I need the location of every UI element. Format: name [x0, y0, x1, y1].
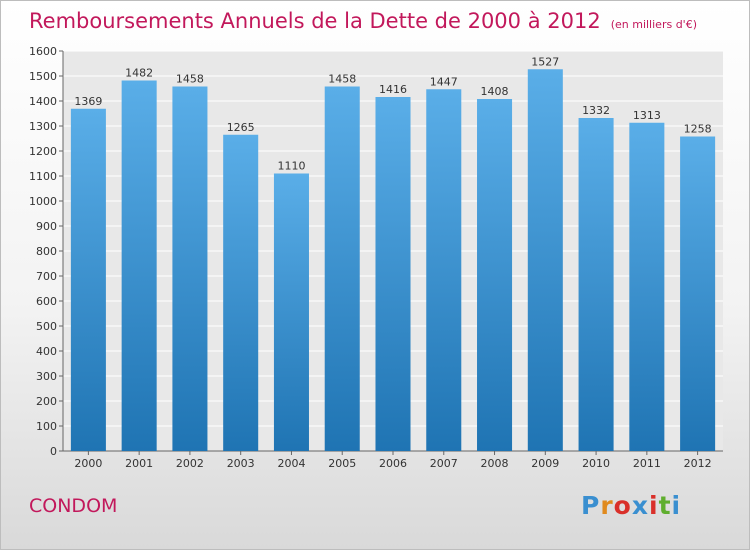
chart-title: Remboursements Annuels de la Dette de 20… — [29, 9, 697, 33]
x-tick-label-2005: 2005 — [328, 457, 356, 470]
data-label-2000: 1369 — [74, 95, 102, 108]
x-tick-label-2000: 2000 — [74, 457, 102, 470]
bar-2008 — [477, 99, 513, 451]
y-tick-label: 600 — [36, 295, 57, 308]
logo-letter: P — [581, 491, 601, 520]
chart-title-text: Remboursements Annuels de la Dette de 20… — [29, 9, 601, 33]
data-label-2012: 1258 — [684, 123, 712, 136]
data-label-2007: 1447 — [430, 75, 458, 88]
x-tick-label-2009: 2009 — [531, 457, 559, 470]
bar-2000 — [70, 108, 106, 451]
data-label-2010: 1332 — [582, 104, 610, 117]
x-tick-label-2006: 2006 — [379, 457, 407, 470]
y-tick-label: 800 — [36, 245, 57, 258]
x-tick-label-2001: 2001 — [125, 457, 153, 470]
data-label-2005: 1458 — [328, 73, 356, 86]
x-tick-label-2007: 2007 — [430, 457, 458, 470]
x-tick-label-2004: 2004 — [277, 457, 305, 470]
bar-2010 — [578, 118, 614, 451]
logo-letter: o — [613, 491, 632, 520]
bar-2007 — [426, 89, 462, 451]
bar-2005 — [324, 86, 360, 451]
x-tick-label-2002: 2002 — [176, 457, 204, 470]
y-tick-label: 900 — [36, 220, 57, 233]
bar-2001 — [121, 80, 157, 451]
data-labels: 1369 1482 1458 1265 1110 1458 1416 1447 1408 1527… — [74, 55, 711, 172]
y-tick-label: 100 — [36, 420, 57, 433]
proxiti-logo: Proxiti — [581, 491, 681, 520]
chart-unit: (en milliers d'€) — [610, 18, 697, 31]
data-label-2004: 1110 — [277, 160, 305, 173]
x-tick-label-2003: 2003 — [227, 457, 255, 470]
data-label-2009: 1527 — [531, 55, 559, 68]
axes: 0 100 200 300 400 500 600 700 800 900 1000 1100 1200… — [29, 45, 723, 470]
y-tick-label: 1200 — [29, 145, 57, 158]
data-label-2002: 1458 — [176, 73, 204, 86]
logo-letter: r — [600, 491, 614, 520]
bars — [70, 69, 716, 451]
x-tick-label-2010: 2010 — [582, 457, 610, 470]
logo-letter: x — [631, 491, 649, 520]
y-tick-label: 200 — [36, 395, 57, 408]
logo-letter: i — [649, 491, 659, 520]
y-tick-label: 500 — [36, 320, 57, 333]
bar-2012 — [680, 136, 716, 451]
bar-2004 — [273, 173, 309, 451]
y-tick-label: 1500 — [29, 70, 57, 83]
y-tick-label: 400 — [36, 345, 57, 358]
y-tick-label: 0 — [50, 445, 57, 458]
data-label-2001: 1482 — [125, 67, 153, 80]
data-label-2003: 1265 — [227, 121, 255, 134]
data-label-2008: 1408 — [481, 85, 509, 98]
y-tick-label: 1300 — [29, 120, 57, 133]
y-tick-label: 1100 — [29, 170, 57, 183]
y-tick-label: 700 — [36, 270, 57, 283]
x-tick-label-2008: 2008 — [481, 457, 509, 470]
x-tick-label-2011: 2011 — [633, 457, 661, 470]
data-label-2011: 1313 — [633, 109, 661, 122]
x-tick-label-2012: 2012 — [684, 457, 712, 470]
bar-2002 — [172, 86, 208, 451]
data-label-2006: 1416 — [379, 83, 407, 96]
y-tick-label: 1000 — [29, 195, 57, 208]
y-tick-label: 1600 — [29, 45, 57, 58]
bar-2009 — [527, 69, 563, 451]
town-name: CONDOM — [29, 495, 118, 517]
y-tick-label: 300 — [36, 370, 57, 383]
logo-letter: i — [671, 491, 682, 520]
y-tick-label: 1400 — [29, 95, 57, 108]
bar-2003 — [223, 134, 259, 451]
logo-letter: t — [658, 491, 672, 520]
bar-2011 — [629, 122, 665, 451]
bar-2006 — [375, 97, 411, 451]
